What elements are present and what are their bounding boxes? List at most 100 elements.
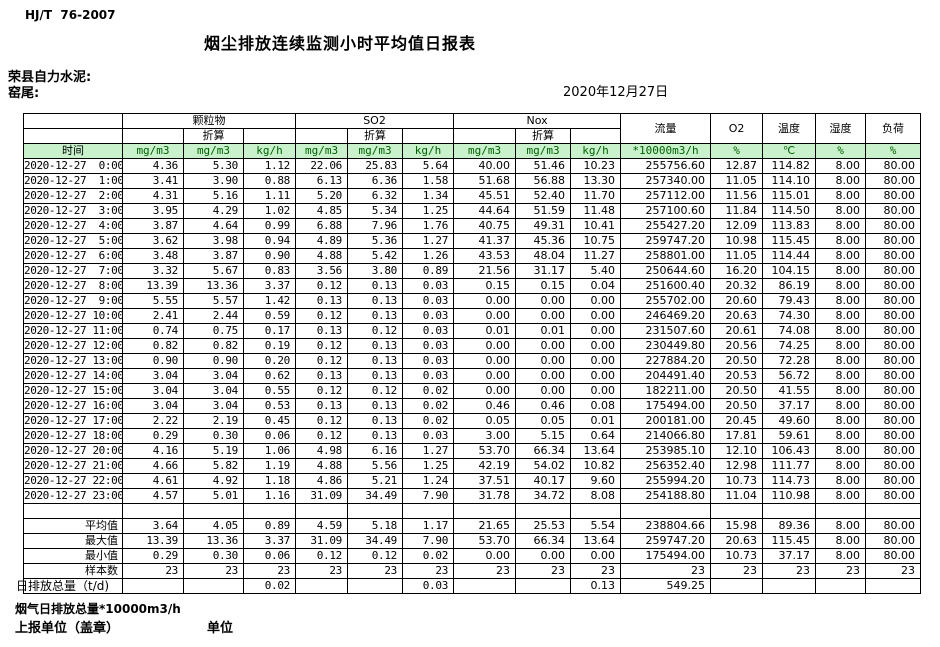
value-cell: 80.00 (865, 533, 922, 549)
value-cell: 13.36 (183, 533, 244, 549)
value-cell (865, 578, 922, 594)
time-cell: 2020-12-27 1:00 (23, 173, 123, 189)
value-cell: 0.03 (402, 278, 455, 294)
value-cell: 45.36 (515, 233, 572, 249)
data-row: 2020-12-27 7:00 3.32 5.67 0.83 3.56 3.80 0.89 2… (23, 263, 922, 279)
value-cell: 25.53 (515, 518, 572, 534)
value-cell: 37.17 (762, 548, 817, 564)
value-cell: 238804.66 (620, 518, 712, 534)
value-cell: 5.56 (347, 458, 404, 474)
header-empty-cell (295, 128, 349, 144)
value-cell: 5.67 (183, 263, 244, 279)
value-cell: 1.27 (402, 443, 455, 459)
time-cell: 2020-12-27 13:00 (23, 353, 123, 369)
value-cell: 4.88 (295, 248, 349, 264)
value-cell: 5.64 (402, 158, 455, 174)
value-cell: 3.04 (183, 398, 244, 414)
header-row-groups: 颗粒物 SO2 Nox 流量 O2 温度 湿度 负荷 (23, 113, 922, 144)
value-cell: 31.17 (515, 263, 572, 279)
value-cell: 0.08 (570, 398, 622, 414)
time-cell: 2020-12-27 6:00 (23, 248, 123, 264)
time-cell: 2020-12-27 4:00 (23, 218, 123, 234)
value-cell: 0.00 (570, 338, 622, 354)
value-cell: 246469.20 (620, 308, 712, 324)
value-cell: 13.30 (570, 173, 622, 189)
value-cell: 0.12 (347, 323, 404, 339)
value-cell: 8.00 (815, 488, 867, 504)
value-cell: 0.13 (347, 413, 404, 429)
value-cell: 21.56 (453, 263, 517, 279)
page-title: 烟尘排放连续监测小时平均值日报表 (204, 34, 477, 53)
header-empty-cell (23, 113, 123, 129)
value-cell: 23 (402, 563, 455, 579)
value-cell: 8.00 (815, 338, 867, 354)
data-row: 2020-12-27 17:00 2.22 2.19 0.45 0.12 0.13 0.02… (23, 413, 922, 429)
value-cell: 80.00 (865, 218, 922, 234)
value-cell: 0.12 (295, 308, 349, 324)
value-cell: 114.44 (762, 248, 817, 264)
value-cell: 227884.20 (620, 353, 712, 369)
value-cell: 0.00 (453, 338, 517, 354)
value-cell: 11.04 (710, 488, 764, 504)
header-time: 时间 (23, 143, 123, 159)
data-row: 2020-12-27 5:00 3.62 3.98 0.94 4.89 5.36 1.27 4… (23, 233, 922, 249)
value-cell: 41.37 (453, 233, 517, 249)
time-cell: 2020-12-27 5:00 (23, 233, 123, 249)
value-cell: 80.00 (865, 188, 922, 204)
reporting-unit-label: 上报单位（盖章） (15, 621, 120, 636)
value-cell: 25.83 (347, 158, 404, 174)
value-cell (183, 578, 244, 594)
value-cell: 12.09 (710, 218, 764, 234)
value-cell: 20.50 (710, 353, 764, 369)
value-cell: 8.08 (570, 488, 622, 504)
value-cell: 0.29 (122, 428, 184, 444)
value-cell: 8.00 (815, 293, 867, 309)
header-empty-cell (122, 128, 184, 144)
value-cell: 80.00 (865, 308, 922, 324)
value-cell: 10.41 (570, 218, 622, 234)
value-cell: 3.37 (242, 278, 297, 294)
value-cell: 5.01 (183, 488, 244, 504)
summary-row: 最大值 13.39 13.36 3.37 31.09 34.49 7.90 53.70 66.3… (23, 533, 922, 549)
value-cell: 2.41 (122, 308, 184, 324)
header-empty-cell (453, 128, 517, 144)
value-cell: 214066.80 (620, 428, 712, 444)
value-cell: 0.13 (295, 398, 349, 414)
time-cell: 2020-12-27 10:00 (23, 308, 123, 324)
value-cell: 80.00 (865, 263, 922, 279)
value-cell: 0.00 (515, 308, 572, 324)
summary-label: 样本数 (23, 563, 123, 579)
time-cell: 2020-12-27 8:00 (23, 278, 123, 294)
value-cell: 4.05 (183, 518, 244, 534)
empty-cell (710, 503, 764, 519)
unit-cell: mg/m3 (122, 143, 184, 159)
value-cell: 0.30 (183, 428, 244, 444)
time-cell: 2020-12-27 16:00 (23, 398, 123, 414)
value-cell: 15.98 (710, 518, 764, 534)
value-cell: 0.88 (242, 173, 297, 189)
value-cell: 11.70 (570, 188, 622, 204)
value-cell: 0.64 (570, 428, 622, 444)
value-cell: 1.24 (402, 473, 455, 489)
summary-row: 平均值 3.64 4.05 0.89 4.59 5.18 1.17 21.65 25.53 5.5… (23, 518, 922, 534)
value-cell: 111.77 (762, 458, 817, 474)
value-cell: 4.85 (295, 203, 349, 219)
value-cell (453, 578, 517, 594)
value-cell: 0.12 (295, 383, 349, 399)
value-cell: 0.12 (347, 383, 404, 399)
value-cell: 0.90 (122, 353, 184, 369)
value-cell: 0.12 (295, 353, 349, 369)
value-cell: 31.09 (295, 488, 349, 504)
value-cell: 86.19 (762, 278, 817, 294)
value-cell: 0.13 (347, 293, 404, 309)
value-cell: 0.00 (515, 353, 572, 369)
header-humidity: 湿度 (815, 113, 867, 144)
value-cell: 0.90 (242, 248, 297, 264)
value-cell: 0.00 (570, 368, 622, 384)
value-cell: 53.70 (453, 443, 517, 459)
daily-total-label: 日排放总量（t/d) (16, 578, 123, 594)
value-cell: 4.92 (183, 473, 244, 489)
data-row: 2020-12-27 13:00 0.90 0.90 0.20 0.12 0.13 0.03… (23, 353, 922, 369)
value-cell: 72.28 (762, 353, 817, 369)
value-cell: 4.59 (295, 518, 349, 534)
